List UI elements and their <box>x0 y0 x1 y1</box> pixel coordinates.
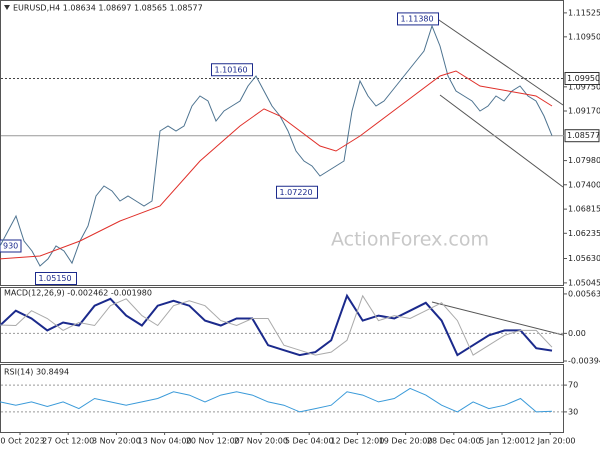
y-tick-label: 1.09170 <box>568 107 600 116</box>
y-tick-label: 1.11525 <box>568 8 600 17</box>
series-line <box>0 24 553 267</box>
x-tick-label: 28 Dec 04:00 <box>427 437 481 446</box>
x-tick-label: 5 Jan 12:00 <box>479 437 525 446</box>
series-line <box>0 387 553 413</box>
x-tick-label: 20 Oct 2023 <box>0 437 45 446</box>
annotation-box <box>397 12 439 26</box>
y-tick-label: 30 <box>568 407 578 416</box>
annotation-label: 930 <box>3 242 18 251</box>
annotation-box <box>276 185 318 199</box>
price-panel <box>0 0 564 286</box>
rsi-panel <box>0 364 564 433</box>
annotation-label: 1.11380 <box>401 14 434 23</box>
y-tick-label: 1.10950 <box>568 32 600 41</box>
annotation-box <box>35 272 77 285</box>
macd-title: MACD(12,26,9) -0.002462 -0.001980 <box>4 289 152 298</box>
y-tick-label: 70 <box>568 381 578 390</box>
annotation-box <box>211 63 253 77</box>
y-tick-label: 1.06235 <box>568 229 600 238</box>
annotation-label: 1.10160 <box>215 65 248 74</box>
x-tick-label: 5 Dec 04:00 <box>285 437 334 446</box>
channel-line <box>435 17 564 106</box>
x-tick-label: 20 Nov 12:00 <box>186 437 240 446</box>
y-tick-label: 1.05630 <box>568 254 600 263</box>
y-tick-label: 1.07400 <box>568 180 600 189</box>
x-tick-label: 27 Oct 12:00 <box>42 437 94 446</box>
level-label: 1.09950 <box>567 74 600 83</box>
x-tick-label: 12 Dec 12:00 <box>330 437 384 446</box>
chart-title: EURUSD,H4 1.08634 1.08697 1.08565 1.0857… <box>13 4 203 13</box>
series-line <box>0 293 553 357</box>
y-tick-label: 0.00 <box>568 329 586 338</box>
y-tick-label: 1.05045 <box>568 278 600 287</box>
x-tick-label: 27 Nov 20:00 <box>234 437 288 446</box>
series-line <box>0 70 553 260</box>
y-tick-label: -0.003949 <box>568 357 600 366</box>
x-tick-label: 13 Nov 04:00 <box>138 437 192 446</box>
level-box <box>564 72 600 85</box>
y-tick-label: 1.07980 <box>568 156 600 165</box>
x-tick-label: 19 Dec 20:00 <box>379 437 433 446</box>
rsi-title: RSI(14) 30.8494 <box>4 368 69 377</box>
y-tick-label: 0.005635 <box>568 289 600 298</box>
y-tick-label: 1.09750 <box>568 82 600 91</box>
level-box <box>564 129 600 143</box>
menu-arrow <box>4 5 10 10</box>
annotation-label: 1.07220 <box>280 188 313 197</box>
series-line <box>0 294 553 356</box>
annotation-box <box>0 239 22 253</box>
level-label: 1.08577 <box>567 131 600 140</box>
annotation-label: 1.05150 <box>39 274 72 283</box>
channel-line <box>439 94 564 188</box>
x-tick-label: 3 Nov 20:00 <box>92 437 141 446</box>
trend-line <box>431 301 564 336</box>
y-tick-label: 1.06815 <box>568 205 600 214</box>
x-tick-label: 12 Jan 20:00 <box>525 437 576 446</box>
watermark: ActionForex.com <box>331 229 489 251</box>
